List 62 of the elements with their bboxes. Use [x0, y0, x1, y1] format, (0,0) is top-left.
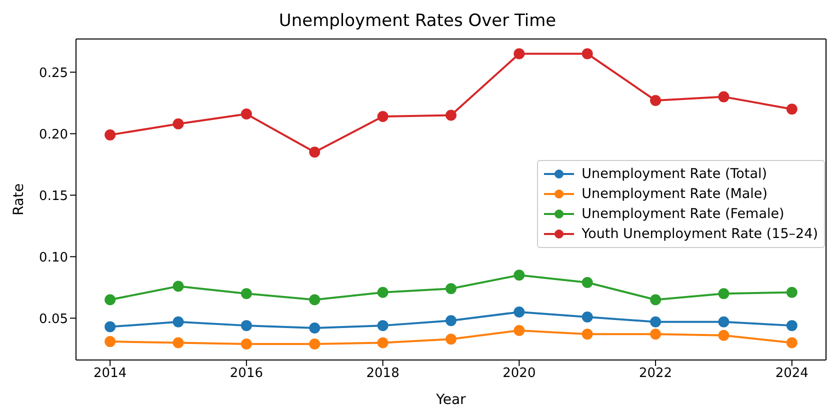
point	[377, 110, 388, 122]
x-tick-label: 2022	[639, 366, 672, 382]
point	[240, 288, 252, 300]
x-tick-label: 2016	[230, 366, 263, 382]
point	[104, 336, 116, 348]
point	[650, 294, 662, 306]
point	[172, 337, 184, 348]
chart-title: Unemployment Rates Over Time	[278, 10, 558, 33]
x-tick-label: 2020	[502, 366, 536, 382]
legend-label: Unemployment Rate (Total)	[582, 165, 768, 184]
point	[650, 94, 662, 106]
legend-label: Unemployment Rate (Female)	[582, 205, 784, 224]
y-tick-label: 0.05	[39, 312, 68, 327]
point	[377, 337, 388, 348]
point	[718, 316, 730, 328]
point	[514, 270, 525, 281]
point	[240, 338, 252, 350]
point	[377, 286, 388, 298]
point	[309, 146, 320, 158]
point	[786, 320, 798, 332]
y-tick-label: 0.25	[39, 66, 68, 81]
point	[514, 306, 525, 318]
legend-label: Unemployment Rate (Male)	[582, 185, 768, 204]
legend-label: Youth Unemployment Rate (15–24)	[582, 225, 818, 244]
point	[309, 338, 320, 350]
point	[650, 328, 662, 340]
x-tick-label: 2018	[366, 366, 400, 382]
point	[718, 91, 730, 102]
point	[514, 324, 525, 336]
point	[718, 288, 730, 300]
y-axis-title: Rate	[10, 183, 27, 216]
point	[446, 334, 456, 345]
point	[172, 316, 184, 328]
point	[718, 330, 730, 341]
point	[309, 322, 320, 334]
point	[377, 320, 388, 332]
point	[582, 277, 593, 288]
point	[786, 104, 798, 115]
point	[582, 328, 593, 340]
y-tick-label: 0.15	[39, 188, 68, 204]
x-axis-title: Year	[435, 392, 466, 408]
x-tick-label: 2024	[775, 366, 808, 382]
point	[582, 311, 593, 322]
point	[786, 286, 798, 298]
point	[514, 48, 525, 60]
point	[172, 280, 184, 292]
point	[446, 283, 456, 294]
point	[446, 315, 456, 326]
x-tick-label: 2014	[94, 366, 127, 382]
point	[446, 110, 456, 121]
point	[582, 48, 593, 60]
point	[786, 337, 798, 348]
point	[309, 294, 320, 306]
point	[650, 316, 662, 328]
point	[104, 129, 116, 140]
y-tick-label: 0.20	[39, 127, 68, 142]
y-tick-label: 0.10	[39, 250, 68, 266]
point	[104, 321, 116, 332]
point	[240, 108, 252, 120]
point	[240, 320, 252, 332]
point	[172, 118, 184, 130]
point	[104, 294, 116, 306]
